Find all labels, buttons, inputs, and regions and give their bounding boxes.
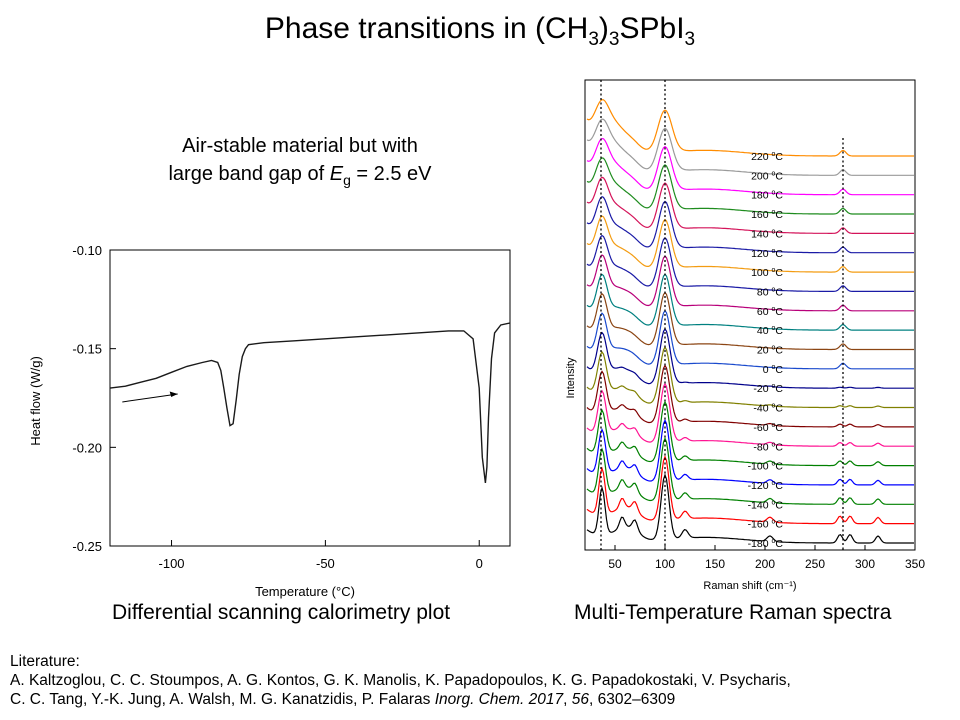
raman-spectrum-line [586,400,914,467]
raman-temperature-label: -180 oC [748,538,784,550]
raman-temperature-label: -120 oC [748,480,784,492]
raman-temperature-label: -60 oC [753,422,783,434]
dsc-y-tick-label: -0.20 [72,440,102,455]
raman-spectrum-line [586,328,914,389]
raman-spectrum-line [586,234,914,292]
raman-plot-frame [584,79,916,551]
raman-x-tick-label: 150 [705,557,725,571]
note-line-2: large band gap of Eg = 2.5 eV [168,163,432,188]
dsc-heat-flow-line [109,322,511,483]
raman-spectrum-line [586,273,914,331]
raman-caption: Multi-Temperature Raman spectra [574,601,892,624]
raman-x-tick-label: 200 [755,557,775,571]
raman-spectrum-line [586,418,914,486]
dsc-chart: -100 -50 0 -0.10 -0.15 -0.20 -0.25 Temperature… [28,243,511,599]
literature-authors-line-2: C. C. Tang, Y.-K. Jung, A. Walsh, M. G. … [10,691,676,708]
raman-temperature-label: 100 oC [751,267,783,279]
raman-temperature-label: -140 oC [748,499,784,511]
raman-spectrum-line [586,254,914,312]
raman-spectrum-line [586,99,914,157]
dsc-y-axis-label: Heat flow (W/g) [28,356,43,446]
raman-spectrum-line [586,473,914,544]
raman-temperature-label: 180 oC [751,190,783,202]
raman-temperature-label: -20 oC [753,383,783,395]
dsc-x-tick-label: 0 [476,556,483,571]
raman-y-axis-label: Intensity [565,357,577,398]
raman-spectrum-line [586,118,914,176]
dsc-y-tick-label: -0.15 [72,342,102,357]
dsc-x-tick-label: -100 [159,556,185,571]
raman-temperature-label: 80 oC [757,286,784,298]
raman-x-tick-label: 350 [905,557,925,571]
dsc-caption: Differential scanning calorimetry plot [112,601,451,624]
raman-x-tick-label: 250 [805,557,825,571]
dsc-plot-frame [109,249,511,547]
slide-title: Phase transitions in (CH3)3SPbI3 [264,12,696,50]
raman-temperature-label: 20 oC [757,345,784,357]
raman-spectrum-line [586,137,914,196]
raman-temperature-label: 60 oC [757,306,784,318]
dsc-y-tick-label: -0.25 [72,539,102,554]
raman-temperature-label: 220 oC [751,151,783,163]
dsc-x-axis-label: Temperature (°C) [255,584,355,599]
raman-x-axis-label: Raman shift (cm⁻¹) [703,580,796,592]
dsc-x-tick-label: -50 [316,556,335,571]
raman-x-tick-label: 100 [655,557,675,571]
raman-temperature-label: 0 oC [763,364,784,376]
literature-heading: Literature: [10,653,80,670]
raman-spectrum-line [586,436,914,505]
raman-spectrum-line [586,176,914,234]
raman-temperature-label: 140 oC [751,228,783,240]
raman-x-tick-label: 300 [855,557,875,571]
raman-temperature-label: -100 oC [748,461,784,473]
raman-temperature-label: -40 oC [753,403,783,415]
raman-spectrum-line [586,195,914,254]
raman-spectrum-line [586,382,914,447]
raman-x-tick-label: 50 [608,557,622,571]
raman-spectrum-line [586,291,914,351]
raman-spectrum-line [586,215,914,273]
dsc-heating-arrowhead [169,391,178,398]
raman-spectrum-line [586,157,914,215]
dsc-heating-arrow [122,393,178,403]
band-gap-note: Air-stable material but with large band … [110,132,490,194]
raman-temperature-label: -160 oC [748,519,784,531]
raman-temperature-label: 40 oC [757,325,784,337]
raman-temperature-label: 200 oC [751,170,783,182]
literature-reference: Literature: A. Kaltzoglou, C. C. Stoumpo… [10,652,955,709]
raman-spectrum-line [586,346,914,409]
raman-temperature-label: -80 oC [753,441,783,453]
raman-temperature-label: 120 oC [751,248,783,260]
dsc-y-tick-label: -0.10 [72,243,102,258]
note-line-1: Air-stable material but with [182,135,418,157]
literature-authors-line-1: A. Kaltzoglou, C. C. Stoumpos, A. G. Kon… [10,672,791,689]
raman-temperature-label: 160 oC [751,209,783,221]
raman-spectrum-line [586,455,914,525]
raman-spectrum-line [586,364,914,428]
raman-chart: 50 100 150 200 250 300 350 220 oC 200 oC 180 oC 1… [565,79,925,592]
raman-spectrum-line [586,309,914,370]
